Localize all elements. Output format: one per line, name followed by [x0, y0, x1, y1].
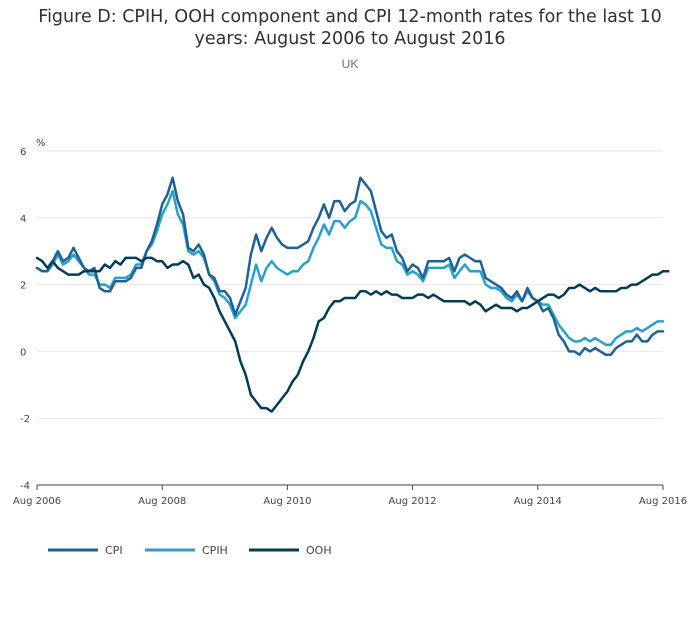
- x-tick-label: Aug 2016: [639, 496, 687, 507]
- gridlines: [37, 150, 663, 486]
- y-tick-label: 6: [20, 147, 26, 158]
- x-tick-label: Aug 2010: [263, 496, 311, 507]
- y-unit-label: %: [36, 138, 46, 149]
- y-tick-label: 2: [20, 281, 26, 292]
- legend-label-cpih: CPIH: [202, 544, 228, 557]
- chart-title-line2: years: August 2006 to August 2016: [194, 29, 506, 49]
- legend: CPI CPIH OOH: [48, 544, 332, 557]
- legend-label-ooh: OOH: [306, 544, 332, 557]
- x-tick-label: Aug 2014: [514, 496, 562, 507]
- series-line-cpih: [35, 189, 665, 346]
- x-tick-label: Aug 2008: [138, 496, 186, 507]
- chart-subtitle: UK: [341, 57, 359, 71]
- x-tick-label: Aug 2006: [13, 496, 61, 507]
- chart-title-line1: Figure D: CPIH, OOH component and CPI 12…: [38, 7, 662, 27]
- series-line-cpi: [35, 176, 665, 356]
- axes: -4 -2 0 2 4 6% Aug 2006 Aug 2008 Aug 2010 Aug 201…: [13, 138, 687, 507]
- legend-label-cpi: CPI: [105, 544, 123, 557]
- chart-title: Figure D: CPIH, OOH component and CPI 12…: [0, 6, 700, 50]
- y-tick-label: 0: [20, 347, 26, 358]
- series-line-ooh: [35, 256, 670, 413]
- x-tick-label: Aug 2012: [389, 496, 437, 507]
- series-lines: [35, 176, 670, 413]
- y-tick-label: -2: [20, 414, 30, 425]
- y-tick-label: 4: [20, 214, 26, 225]
- y-tick-label: -4: [20, 481, 30, 492]
